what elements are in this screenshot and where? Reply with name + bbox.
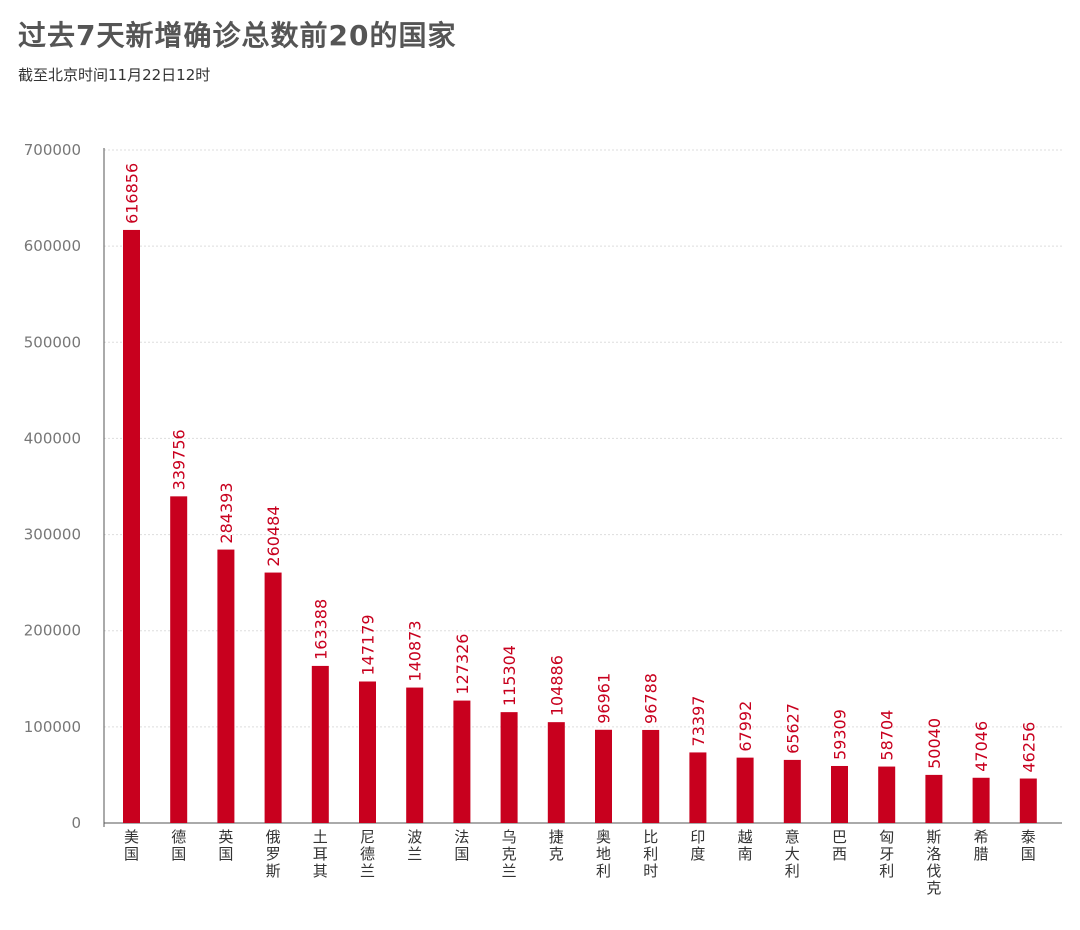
data-label: 59309 [831, 709, 850, 760]
x-tick-label: 乌克兰 [502, 828, 517, 880]
data-label: 96961 [595, 673, 614, 724]
x-tick-label: 德国 [171, 828, 186, 863]
bar [264, 572, 282, 823]
data-label: 284393 [217, 482, 236, 543]
bar [972, 777, 990, 823]
data-label: 73397 [689, 696, 708, 747]
data-label: 163388 [311, 599, 330, 660]
bar [595, 729, 612, 823]
x-tick-label: 土耳其 [313, 828, 328, 880]
y-tick-label: 400000 [24, 429, 81, 447]
x-tick-label: 奥地利 [596, 828, 611, 880]
bar [783, 759, 801, 823]
chart-subtitle: 截至北京时间11月22日12时 [18, 66, 211, 84]
data-label: 65627 [783, 703, 802, 754]
bar [453, 700, 471, 823]
bar [123, 229, 140, 823]
x-tick-label: 俄罗斯 [266, 828, 281, 880]
x-tick-label: 越南 [738, 828, 753, 863]
bar [359, 681, 376, 823]
bar [170, 496, 188, 823]
x-tick-label: 匈牙利 [879, 828, 894, 880]
data-label: 147179 [359, 614, 378, 675]
data-label: 50040 [925, 718, 944, 769]
data-label: 127326 [453, 634, 472, 695]
data-label: 96788 [642, 673, 661, 724]
bar [736, 757, 754, 823]
data-label: 339756 [170, 429, 189, 490]
bar [925, 774, 943, 823]
y-tick-label: 600000 [24, 237, 81, 255]
x-tick-label: 比利时 [643, 828, 658, 880]
y-tick-label: 500000 [24, 333, 81, 351]
x-tick-label: 印度 [690, 828, 705, 863]
bar [642, 729, 660, 823]
x-tick-label: 尼德兰 [360, 828, 375, 880]
bar [1019, 778, 1037, 823]
data-label: 115304 [500, 645, 519, 706]
bar [878, 766, 896, 823]
bar [311, 665, 329, 823]
y-tick-label: 0 [71, 814, 81, 832]
bar [500, 712, 518, 823]
x-tick-label: 希腊 [974, 828, 989, 863]
y-tick-label: 700000 [24, 141, 81, 159]
data-label: 140873 [406, 620, 425, 681]
x-tick-label: 巴西 [832, 828, 847, 863]
x-tick-label: 意大利 [785, 828, 800, 880]
y-tick-label: 300000 [24, 526, 81, 544]
data-label: 104886 [547, 655, 566, 716]
data-label: 260484 [264, 505, 283, 566]
x-tick-label: 英国 [218, 828, 233, 863]
x-tick-label: 斯洛伐克 [926, 828, 941, 897]
x-tick-label: 波兰 [407, 828, 422, 863]
bar [831, 765, 848, 823]
bar [547, 722, 565, 823]
data-label: 46256 [1019, 722, 1038, 773]
bar [406, 687, 424, 823]
y-tick-label: 200000 [24, 622, 81, 640]
x-tick-label: 捷克 [549, 828, 564, 863]
data-label: 47046 [972, 721, 991, 772]
data-label: 616856 [123, 163, 142, 224]
y-tick-label: 100000 [24, 718, 81, 736]
chart-title: 过去7天新增确诊总数前20的国家 [18, 19, 457, 52]
data-label: 58704 [878, 710, 897, 761]
bar [217, 549, 235, 823]
bar [689, 752, 707, 823]
x-tick-label: 泰国 [1021, 828, 1036, 863]
x-tick-label: 法国 [454, 828, 469, 863]
x-tick-label: 美国 [124, 828, 139, 863]
data-label: 67992 [736, 701, 755, 752]
